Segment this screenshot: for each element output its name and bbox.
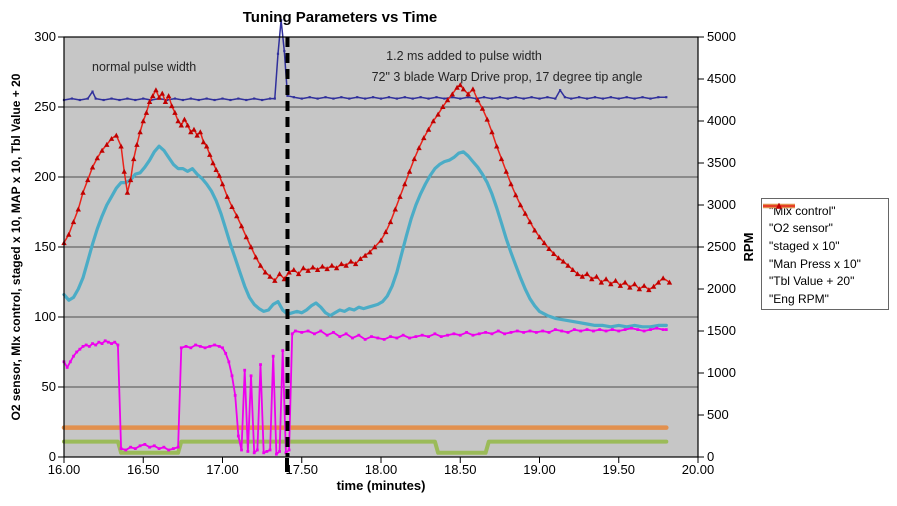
series-mix_control bbox=[62, 19, 668, 102]
legend: "Mix control" "O2 sensor" "staged x 10" "Ma… bbox=[761, 198, 889, 310]
left-axis-tick-label: 250 bbox=[34, 99, 56, 114]
chart-title: Tuning Parameters vs Time bbox=[242, 9, 438, 26]
right-axis-tick-label: 2500 bbox=[707, 239, 736, 254]
x-axis-tick-label: 16.00 bbox=[47, 462, 81, 477]
divider-line-tail bbox=[285, 458, 290, 472]
right-axis-tick-label: 1000 bbox=[707, 365, 736, 380]
legend-label-o2_sensor: "O2 sensor" bbox=[769, 221, 833, 236]
annotation-added-pulse-width: 1.2 ms added to pulse width bbox=[386, 49, 542, 63]
annotation-prop-description: 72" 3 blade Warp Drive prop, 17 degree t… bbox=[371, 70, 643, 84]
x-axis-title: time (minutes) bbox=[336, 478, 426, 493]
left-axis-tick-label: 0 bbox=[48, 449, 56, 464]
series-eng_rpm bbox=[61, 82, 673, 293]
left-axis-tick-label: 50 bbox=[41, 379, 56, 394]
left-axis-tick-label: 200 bbox=[34, 169, 56, 184]
legend-label-tbl_value: "Tbl Value + 20" bbox=[769, 274, 855, 289]
legend-item-staged: "staged x 10" bbox=[763, 203, 888, 255]
legend-item-man_press: "Man Press x 10" bbox=[763, 203, 888, 273]
x-axis-tick-label: 19.50 bbox=[602, 462, 636, 477]
right-axis-tick-label: 1500 bbox=[707, 323, 736, 338]
series-o2_sensor bbox=[62, 326, 668, 456]
x-axis-tick-label: 19.00 bbox=[523, 462, 556, 477]
legend-item-o2_sensor: "O2 sensor" bbox=[763, 204, 888, 238]
left-axis-tick-label: 300 bbox=[34, 29, 56, 44]
right-axis-tick-label: 0 bbox=[707, 449, 715, 464]
x-axis-tick-label: 18.50 bbox=[443, 462, 477, 477]
annotation-normal-pulse-width: normal pulse width bbox=[92, 60, 197, 74]
x-axis-tick-label: 18.00 bbox=[364, 462, 398, 477]
x-axis-tick-label: 16.50 bbox=[126, 462, 160, 477]
right-axis-tick-label: 4500 bbox=[707, 71, 736, 86]
x-axis-tick-label: 20.00 bbox=[681, 462, 715, 477]
legend-label-eng_rpm: "Eng RPM" bbox=[769, 291, 829, 306]
legend-item-tbl_value: "Tbl Value + 20" bbox=[763, 203, 888, 290]
right-axis-tick-label: 500 bbox=[707, 407, 729, 422]
legend-label-man_press: "Man Press x 10" bbox=[769, 256, 861, 271]
legend-item-eng_rpm: "Eng RPM" bbox=[763, 202, 888, 308]
series-staged bbox=[62, 439, 669, 455]
left-axis-tick-label: 150 bbox=[34, 239, 56, 254]
legend-label-staged: "staged x 10" bbox=[769, 238, 840, 253]
x-axis-tick-label: 17.50 bbox=[285, 462, 319, 477]
left-axis-tick-label: 100 bbox=[34, 309, 56, 324]
right-axis-tick-label: 4000 bbox=[707, 113, 736, 128]
right-axis-tick-label: 2000 bbox=[707, 281, 736, 296]
x-axis-tick-label: 17.00 bbox=[206, 462, 239, 477]
right-axis-tick-label: 3500 bbox=[707, 155, 736, 170]
right-axis-tick-label: 5000 bbox=[707, 29, 736, 44]
series-man_press bbox=[62, 144, 668, 329]
legend-swatch-eng_rpm bbox=[763, 202, 795, 209]
right-axis-tick-label: 3000 bbox=[707, 197, 736, 212]
